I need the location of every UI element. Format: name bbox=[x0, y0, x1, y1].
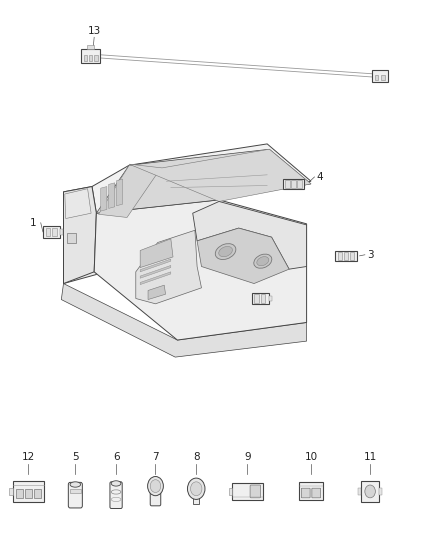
Polygon shape bbox=[94, 200, 307, 340]
Circle shape bbox=[148, 477, 163, 496]
Text: 7: 7 bbox=[152, 453, 159, 462]
Polygon shape bbox=[193, 201, 307, 269]
Bar bbox=[60, 229, 63, 235]
Ellipse shape bbox=[111, 481, 121, 486]
FancyBboxPatch shape bbox=[13, 481, 44, 502]
Ellipse shape bbox=[254, 254, 272, 268]
FancyBboxPatch shape bbox=[110, 482, 122, 508]
Bar bbox=[291, 180, 296, 188]
FancyBboxPatch shape bbox=[335, 251, 357, 261]
FancyBboxPatch shape bbox=[250, 485, 261, 498]
Circle shape bbox=[150, 480, 161, 492]
Polygon shape bbox=[65, 189, 91, 219]
FancyBboxPatch shape bbox=[301, 488, 310, 498]
Polygon shape bbox=[197, 228, 289, 284]
Bar bbox=[261, 294, 265, 303]
Bar bbox=[46, 228, 50, 236]
Polygon shape bbox=[61, 284, 307, 357]
Bar bbox=[87, 45, 94, 49]
Bar bbox=[70, 489, 81, 493]
Ellipse shape bbox=[215, 244, 236, 260]
Ellipse shape bbox=[257, 256, 269, 266]
Text: 1: 1 bbox=[29, 218, 36, 228]
Bar bbox=[375, 75, 378, 80]
Bar bbox=[254, 294, 259, 303]
Bar bbox=[229, 488, 232, 495]
Bar bbox=[358, 488, 361, 495]
Bar bbox=[89, 55, 92, 61]
Bar bbox=[84, 55, 87, 61]
FancyBboxPatch shape bbox=[299, 482, 323, 500]
Polygon shape bbox=[64, 187, 96, 284]
FancyBboxPatch shape bbox=[232, 483, 263, 500]
Ellipse shape bbox=[219, 246, 233, 257]
Bar bbox=[338, 252, 342, 260]
Polygon shape bbox=[109, 183, 115, 208]
Polygon shape bbox=[64, 187, 96, 284]
Polygon shape bbox=[136, 230, 201, 304]
FancyBboxPatch shape bbox=[372, 70, 388, 82]
Text: 4: 4 bbox=[316, 172, 323, 182]
Text: 10: 10 bbox=[304, 453, 318, 462]
Bar bbox=[344, 252, 348, 260]
Polygon shape bbox=[96, 149, 311, 213]
Polygon shape bbox=[148, 285, 166, 300]
FancyBboxPatch shape bbox=[68, 482, 82, 508]
Polygon shape bbox=[99, 165, 160, 217]
Bar bbox=[350, 252, 354, 260]
Polygon shape bbox=[101, 187, 107, 211]
FancyBboxPatch shape bbox=[43, 226, 60, 238]
Text: 11: 11 bbox=[364, 453, 377, 462]
Bar bbox=[379, 488, 382, 495]
Polygon shape bbox=[140, 239, 173, 268]
FancyBboxPatch shape bbox=[283, 179, 304, 189]
Text: 13: 13 bbox=[88, 26, 101, 36]
FancyBboxPatch shape bbox=[150, 488, 161, 506]
Bar bbox=[297, 180, 302, 188]
Text: 6: 6 bbox=[113, 453, 120, 462]
Circle shape bbox=[365, 485, 375, 498]
Text: 5: 5 bbox=[72, 453, 79, 462]
FancyBboxPatch shape bbox=[252, 293, 269, 304]
Bar bbox=[94, 55, 98, 61]
Bar bbox=[9, 488, 13, 495]
Text: 8: 8 bbox=[193, 453, 200, 462]
Polygon shape bbox=[129, 149, 311, 201]
FancyBboxPatch shape bbox=[67, 233, 76, 243]
FancyBboxPatch shape bbox=[361, 481, 379, 502]
FancyBboxPatch shape bbox=[81, 49, 100, 63]
Text: 2: 2 bbox=[277, 298, 284, 308]
Bar bbox=[269, 296, 272, 301]
Polygon shape bbox=[140, 259, 171, 272]
FancyBboxPatch shape bbox=[34, 489, 41, 498]
Text: 12: 12 bbox=[22, 453, 35, 462]
Bar bbox=[193, 493, 199, 504]
Circle shape bbox=[187, 478, 205, 499]
Polygon shape bbox=[117, 179, 123, 206]
Polygon shape bbox=[140, 272, 171, 285]
Polygon shape bbox=[92, 144, 311, 213]
Circle shape bbox=[191, 482, 202, 496]
Text: 9: 9 bbox=[244, 453, 251, 462]
FancyBboxPatch shape bbox=[25, 489, 32, 498]
Bar bbox=[381, 75, 385, 80]
Polygon shape bbox=[140, 265, 171, 278]
Bar bbox=[285, 180, 290, 188]
FancyBboxPatch shape bbox=[16, 489, 23, 498]
FancyBboxPatch shape bbox=[312, 488, 321, 498]
Text: 3: 3 bbox=[367, 250, 374, 260]
Ellipse shape bbox=[70, 482, 81, 487]
Bar bbox=[52, 228, 57, 236]
